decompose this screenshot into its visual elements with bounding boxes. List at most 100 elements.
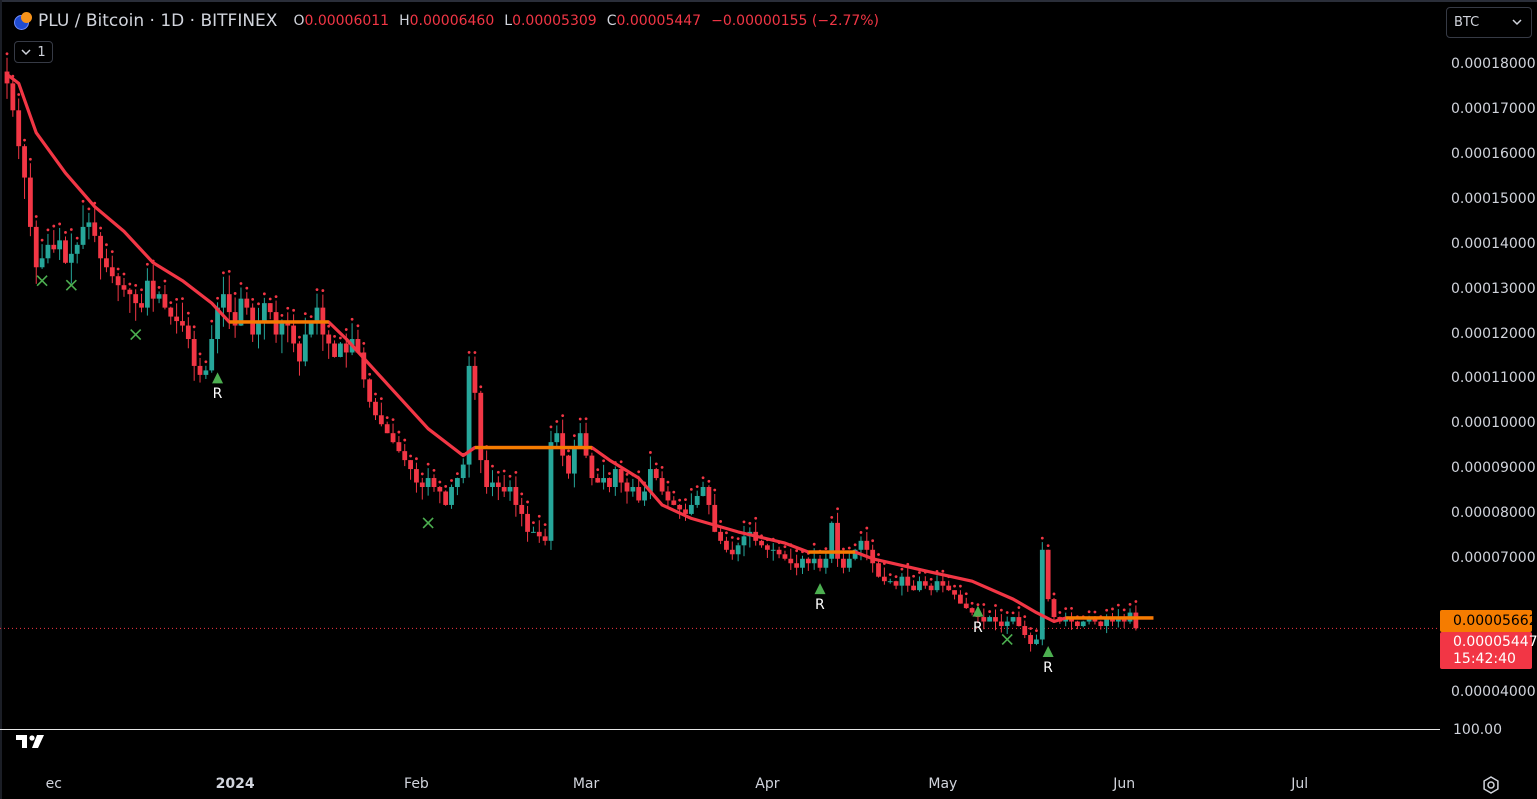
high-dot bbox=[64, 231, 67, 234]
high-dot bbox=[239, 282, 243, 285]
candle-body bbox=[630, 487, 636, 492]
candle-body bbox=[1034, 639, 1039, 644]
candle-body bbox=[238, 298, 244, 326]
high-dot bbox=[602, 459, 606, 463]
candle-body bbox=[928, 585, 934, 591]
candle-body bbox=[314, 307, 320, 322]
chevron-down-icon bbox=[1512, 19, 1522, 26]
high-dot bbox=[251, 297, 255, 301]
high-dot bbox=[637, 470, 641, 474]
high-dot bbox=[555, 420, 559, 423]
candle-body bbox=[764, 545, 770, 550]
candle-body bbox=[460, 464, 466, 479]
close-label: C bbox=[606, 13, 617, 29]
candle-body bbox=[536, 531, 542, 537]
candle-body bbox=[92, 222, 98, 236]
candle-body bbox=[858, 540, 864, 550]
indicators-collapse-button[interactable]: 1 bbox=[14, 41, 53, 63]
plu-btc-logo-icon bbox=[14, 12, 32, 30]
high-dot bbox=[186, 311, 190, 315]
candle-body bbox=[133, 294, 139, 304]
candle-body bbox=[700, 487, 706, 496]
sell-signal-x-icon bbox=[65, 279, 77, 291]
buy-signal-label: R bbox=[815, 597, 825, 614]
price-axis-label: 0.00015000 bbox=[1451, 190, 1536, 207]
high-dot bbox=[479, 385, 483, 389]
price-axis-label: 0.00018000 bbox=[1451, 56, 1536, 73]
time-axis-label: Feb bbox=[404, 776, 429, 792]
candle-body bbox=[144, 280, 150, 308]
settings-gear-icon[interactable] bbox=[1481, 775, 1501, 795]
top-border bbox=[0, 0, 1537, 2]
candle-body bbox=[525, 513, 530, 532]
high-dot bbox=[754, 516, 758, 520]
symbol-title[interactable]: PLU / Bitcoin · 1D · BITFINEX bbox=[38, 11, 278, 31]
candle-body bbox=[1039, 549, 1045, 640]
candle-body bbox=[437, 487, 443, 492]
high-dot bbox=[339, 336, 342, 340]
time-axis-label: Apr bbox=[755, 776, 780, 792]
pane-separator[interactable] bbox=[0, 729, 1440, 730]
candle-body bbox=[168, 307, 174, 317]
high-dot bbox=[719, 520, 722, 523]
dots-layer bbox=[5, 52, 1138, 633]
tradingview-logo-icon[interactable] bbox=[14, 733, 56, 749]
candle-body bbox=[355, 339, 361, 353]
close-value: 0.00005447 bbox=[616, 13, 702, 29]
high-dot bbox=[976, 603, 980, 607]
candle-body bbox=[940, 581, 946, 586]
high-dot bbox=[812, 542, 816, 546]
high-dot bbox=[824, 547, 828, 551]
high-dot bbox=[122, 272, 126, 276]
candle-body bbox=[180, 321, 185, 326]
candle-body bbox=[659, 478, 665, 492]
high-dot bbox=[192, 325, 196, 329]
high-dot bbox=[1105, 608, 1109, 612]
high-dot bbox=[918, 571, 921, 574]
high-dot bbox=[455, 472, 459, 476]
high-dot bbox=[374, 392, 377, 396]
candle-body bbox=[1074, 621, 1080, 627]
high-dot bbox=[58, 222, 62, 226]
candle-body bbox=[735, 545, 741, 555]
candle-body bbox=[829, 522, 835, 559]
candle-body bbox=[876, 563, 881, 577]
high-dot bbox=[508, 474, 512, 478]
high-dot bbox=[894, 575, 898, 579]
time-axis-label: ec bbox=[45, 776, 62, 792]
candle-body bbox=[221, 294, 226, 308]
candle-body bbox=[343, 343, 349, 353]
buy-signal-triangle-icon bbox=[814, 583, 826, 595]
candle-body bbox=[267, 303, 273, 313]
high-dot bbox=[678, 498, 682, 502]
candle-body bbox=[74, 244, 80, 254]
candle-body bbox=[741, 536, 747, 546]
high-dot bbox=[736, 537, 740, 541]
high-dot bbox=[1064, 607, 1068, 611]
candle-body bbox=[981, 617, 987, 622]
high-dot bbox=[549, 425, 553, 429]
high-dot bbox=[274, 295, 278, 299]
candle-body bbox=[156, 294, 162, 299]
candle-body bbox=[51, 244, 57, 250]
high-dot bbox=[912, 574, 916, 578]
high-dot bbox=[327, 324, 331, 328]
high-dot bbox=[473, 351, 477, 354]
high-dot bbox=[660, 465, 664, 469]
high-dot bbox=[303, 312, 307, 316]
candle-body bbox=[378, 415, 384, 425]
candle-body bbox=[934, 581, 940, 591]
high-dot bbox=[315, 288, 319, 292]
high-dot bbox=[953, 584, 956, 588]
candle-body bbox=[624, 482, 630, 492]
price-axis-label: 0.00004000 bbox=[1451, 684, 1536, 701]
candle-body bbox=[86, 222, 92, 227]
currency-select[interactable]: BTC bbox=[1446, 7, 1532, 38]
high-dot bbox=[280, 313, 284, 317]
candle-body bbox=[162, 294, 168, 308]
candle-body bbox=[788, 558, 794, 564]
candle-body bbox=[881, 576, 887, 582]
candle-body bbox=[683, 509, 688, 514]
high-dot bbox=[344, 328, 348, 331]
